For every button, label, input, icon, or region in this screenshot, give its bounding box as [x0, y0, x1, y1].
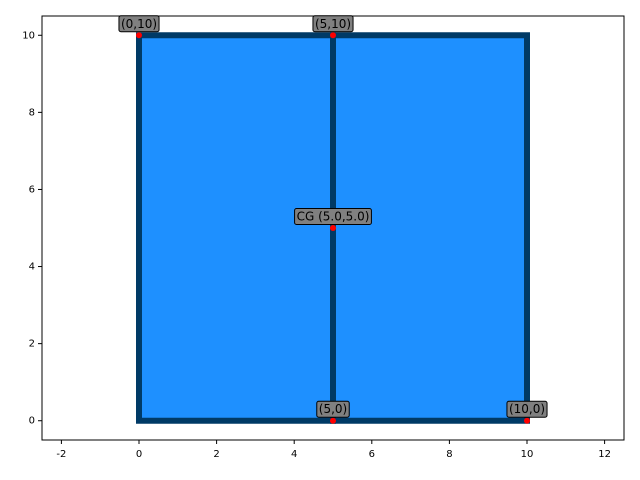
- point-label: (0,10): [121, 17, 157, 31]
- point-annotation: (0,10): [118, 15, 160, 33]
- point-label: (5,0): [319, 402, 347, 416]
- y-tick-label: 2: [29, 339, 35, 350]
- x-tick-label: 12: [598, 449, 611, 460]
- x-tick-label: 0: [136, 449, 142, 460]
- point-annotation: (10,0): [506, 400, 548, 418]
- point-annotation: (5,0): [316, 400, 350, 418]
- point-annotation: CG (5.0,5.0): [294, 208, 372, 225]
- point: [136, 32, 142, 39]
- y-tick-label: 4: [29, 262, 35, 273]
- point-annotation: (5,10): [312, 15, 354, 33]
- x-tick-label: 10: [521, 449, 534, 460]
- point: [330, 225, 336, 231]
- point-label: CG (5.0,5.0): [297, 210, 370, 224]
- y-tick-label: 0: [29, 416, 35, 427]
- x-tick-label: 4: [291, 449, 297, 460]
- point-label: (10,0): [509, 402, 545, 416]
- section-part: [136, 32, 336, 424]
- point: [330, 32, 336, 39]
- x-tick-label: 6: [369, 449, 375, 460]
- label-box: [312, 15, 354, 33]
- label-box: [316, 400, 350, 418]
- label-box: [294, 208, 372, 225]
- point: [524, 417, 530, 424]
- x-tick-label: -2: [56, 449, 66, 460]
- section-part: [330, 32, 530, 424]
- y-tick-label: 6: [29, 184, 35, 195]
- point-label: (5,10): [315, 17, 351, 31]
- point: [330, 417, 336, 424]
- x-tick-label: 8: [446, 449, 452, 460]
- label-box: [118, 15, 160, 33]
- x-tick-label: 2: [213, 449, 219, 460]
- y-tick-label: 8: [29, 107, 35, 118]
- label-box: [506, 400, 548, 418]
- y-tick-label: 10: [22, 30, 35, 41]
